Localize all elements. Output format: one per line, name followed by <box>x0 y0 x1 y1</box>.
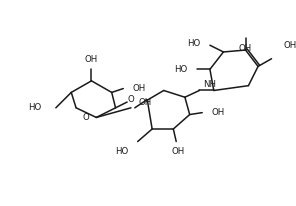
Text: OH: OH <box>212 108 225 117</box>
Text: HO: HO <box>28 103 41 112</box>
Text: OH: OH <box>283 41 296 50</box>
Text: OH: OH <box>133 84 146 93</box>
Text: OH: OH <box>171 147 185 156</box>
Text: HO: HO <box>187 39 200 48</box>
Text: NH: NH <box>203 80 216 89</box>
Text: OH: OH <box>139 97 152 107</box>
Text: O: O <box>82 113 89 122</box>
Text: OH: OH <box>239 44 252 53</box>
Text: O: O <box>128 95 134 104</box>
Text: HO: HO <box>115 147 128 156</box>
Text: HO: HO <box>175 65 188 74</box>
Text: OH: OH <box>85 55 98 63</box>
